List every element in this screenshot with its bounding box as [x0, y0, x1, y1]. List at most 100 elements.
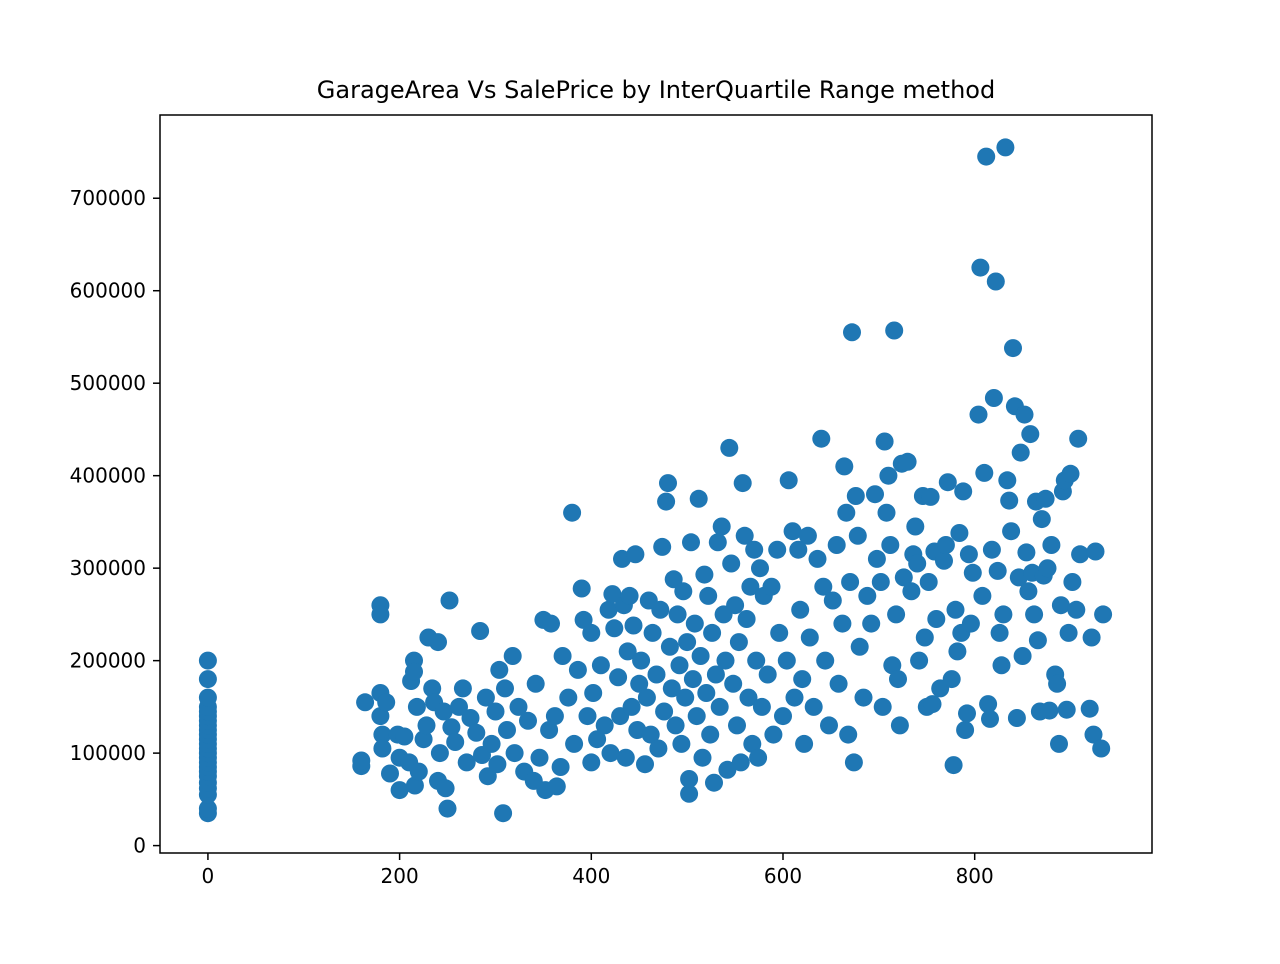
- data-point: [829, 674, 848, 693]
- data-point: [622, 697, 641, 716]
- data-point: [599, 600, 618, 619]
- data-point: [373, 725, 392, 744]
- data-point: [429, 633, 447, 652]
- data-point: [578, 707, 597, 726]
- data-point: [540, 721, 559, 739]
- data-point: [674, 582, 693, 601]
- data-point: [582, 753, 601, 772]
- data-point: [854, 688, 873, 707]
- data-point: [1002, 522, 1021, 541]
- data-point: [453, 679, 472, 698]
- data-point: [981, 709, 999, 728]
- data-point: [603, 585, 622, 604]
- data-point: [1040, 701, 1059, 720]
- data-point: [381, 764, 399, 783]
- data-point: [735, 526, 754, 545]
- data-point: [553, 647, 572, 665]
- data-point: [720, 438, 739, 457]
- data-point: [1063, 573, 1082, 591]
- data-point: [442, 718, 461, 737]
- data-point: [1042, 536, 1061, 554]
- data-point: [542, 614, 560, 633]
- data-point: [664, 570, 683, 589]
- data-point: [823, 591, 842, 610]
- data-point: [745, 540, 764, 559]
- data-point: [743, 734, 762, 753]
- data-point: [563, 503, 582, 522]
- data-point: [446, 733, 465, 751]
- data-point: [902, 582, 921, 601]
- data-point: [906, 517, 925, 536]
- data-point: [718, 760, 737, 779]
- data-point: [833, 614, 852, 633]
- data-point: [752, 697, 771, 716]
- data-point: [1011, 443, 1030, 462]
- data-point: [1086, 542, 1105, 561]
- data-point: [683, 670, 702, 689]
- data-point: [728, 716, 746, 735]
- data-point: [808, 549, 827, 568]
- data-point: [944, 756, 963, 775]
- data-point: [409, 762, 428, 781]
- data-point: [574, 610, 593, 629]
- data-point: [1092, 739, 1111, 758]
- data-point: [482, 734, 501, 753]
- data-point: [994, 605, 1013, 624]
- data-point: [1050, 734, 1068, 753]
- data-point: [467, 723, 486, 742]
- x-tick-label: 800: [956, 864, 994, 888]
- data-point: [986, 272, 1005, 291]
- data-point: [530, 748, 549, 767]
- data-point: [816, 651, 835, 670]
- data-point: [547, 777, 566, 796]
- data-point: [910, 651, 929, 670]
- data-point: [969, 405, 988, 424]
- data-point: [844, 753, 863, 772]
- data-point: [927, 610, 946, 628]
- data-point: [804, 697, 823, 716]
- data-point: [1017, 543, 1036, 562]
- data-point: [798, 526, 817, 545]
- data-point: [1025, 605, 1044, 624]
- data-point: [1069, 429, 1088, 448]
- data-point: [958, 704, 976, 723]
- data-point: [722, 554, 741, 573]
- data-point: [1015, 405, 1034, 424]
- data-point: [488, 755, 507, 774]
- data-point: [637, 688, 656, 707]
- data-point: [1032, 510, 1051, 529]
- data-point: [651, 600, 670, 619]
- data-point: [670, 656, 689, 675]
- data-point: [841, 573, 860, 591]
- data-point: [956, 721, 975, 739]
- data-point: [632, 651, 651, 670]
- data-point: [649, 739, 668, 758]
- data-point: [982, 540, 1001, 559]
- data-point: [733, 474, 752, 493]
- data-point: [626, 545, 645, 564]
- data-point: [919, 573, 938, 591]
- data-point: [498, 721, 516, 739]
- data-point: [471, 622, 490, 640]
- data-point: [946, 600, 965, 619]
- data-point: [620, 586, 639, 605]
- data-point: [624, 616, 643, 635]
- data-point: [795, 734, 814, 753]
- data-point: [935, 551, 953, 570]
- data-point: [662, 679, 681, 698]
- data-point: [783, 522, 802, 541]
- data-point: [687, 707, 706, 726]
- data-point: [843, 323, 861, 342]
- data-point: [877, 503, 896, 522]
- data-point: [716, 651, 735, 670]
- data-point: [712, 517, 731, 536]
- x-tick-label: 0: [202, 864, 215, 888]
- data-point: [605, 619, 624, 638]
- data-point: [609, 668, 628, 687]
- data-point: [942, 670, 961, 689]
- data-point: [680, 770, 699, 788]
- data-point: [894, 568, 913, 587]
- data-point: [490, 660, 509, 679]
- data-point: [655, 702, 674, 721]
